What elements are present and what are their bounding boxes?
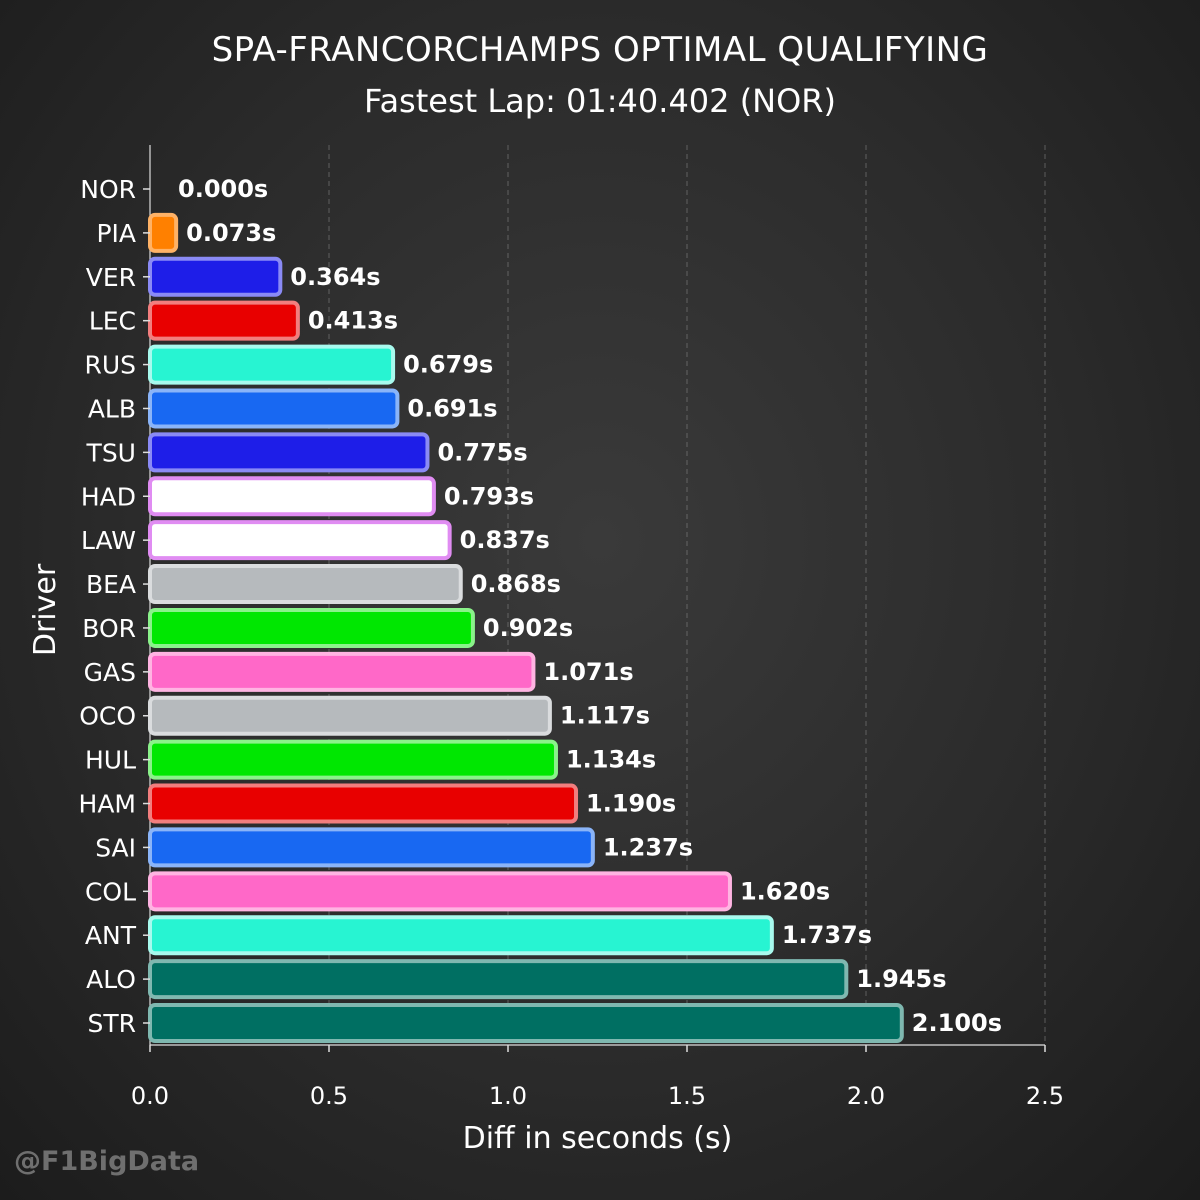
data-label: 0.793s (444, 482, 534, 510)
x-tick-label: 1.5 (668, 1082, 706, 1110)
bar (148, 344, 396, 385)
bar (148, 520, 452, 561)
data-label: 0.413s (308, 307, 398, 335)
x-tick-label: 2.5 (1026, 1082, 1064, 1110)
y-tick-label: COL (85, 877, 136, 906)
y-tick-label: OCO (79, 702, 136, 731)
bar (148, 476, 436, 517)
y-tick-label: GAS (84, 658, 136, 687)
y-tick-label: ANT (85, 921, 137, 950)
data-label: 0.837s (460, 526, 550, 554)
bar (148, 915, 774, 956)
x-tick-label: 1.0 (489, 1082, 527, 1110)
bar (148, 300, 300, 341)
data-label: 1.190s (586, 790, 676, 818)
data-label: 1.134s (566, 746, 656, 774)
bar (148, 651, 536, 692)
data-label: 0.000s (178, 175, 268, 203)
bar (148, 695, 552, 736)
y-tick-label: BEA (86, 570, 136, 599)
data-label: 1.620s (740, 877, 830, 905)
y-tick-label: NOR (80, 175, 136, 204)
bar (148, 871, 732, 912)
bar (148, 827, 595, 868)
data-label: 2.100s (912, 1009, 1002, 1037)
data-label: 1.071s (543, 658, 633, 686)
y-tick-label: ALO (86, 965, 136, 994)
y-tick-label: HUL (85, 746, 136, 775)
y-tick-label: BOR (82, 614, 136, 643)
bar (148, 256, 283, 297)
y-tick-label: STR (87, 1009, 136, 1038)
data-label: 1.237s (603, 833, 693, 861)
y-tick-label: LAW (81, 526, 136, 555)
watermark: @F1BigData (14, 1146, 200, 1177)
bar (148, 783, 579, 824)
bar (148, 212, 179, 253)
x-tick-label: 0.5 (310, 1082, 348, 1110)
data-label: 0.691s (407, 394, 497, 422)
bar (148, 607, 475, 648)
bar (148, 564, 463, 605)
y-tick-label: SAI (95, 833, 136, 862)
y-tick-label: ALB (88, 394, 136, 423)
data-label: 1.117s (560, 702, 650, 730)
data-label: 0.902s (483, 614, 573, 642)
y-tick-label: HAD (81, 482, 136, 511)
y-axis-label: Driver (28, 563, 63, 656)
bar (148, 432, 430, 473)
x-tick-label: 2.0 (847, 1082, 885, 1110)
data-label: 0.868s (471, 570, 561, 598)
bar (148, 388, 400, 429)
bar (148, 739, 558, 780)
bar (148, 1003, 904, 1043)
y-tick-label: RUS (84, 351, 136, 380)
x-axis-label: Diff in seconds (s) (463, 1121, 733, 1156)
bar (148, 959, 849, 1000)
chart-title: SPA-FRANCORCHAMPS OPTIMAL QUALIFYING (211, 30, 989, 70)
y-tick-label: VER (86, 263, 136, 292)
data-label: 0.073s (186, 219, 276, 247)
data-label: 0.364s (290, 263, 380, 291)
y-tick-label: TSU (86, 438, 136, 467)
data-label: 1.737s (782, 921, 872, 949)
y-tick-label: PIA (96, 219, 136, 248)
x-tick-label: 0.0 (131, 1082, 169, 1110)
y-tick-label: HAM (79, 790, 136, 819)
chart-subtitle: Fastest Lap: 01:40.402 (NOR) (363, 82, 837, 120)
y-tick-label: LEC (89, 307, 136, 336)
data-label: 0.679s (403, 351, 493, 379)
data-label: 0.775s (437, 438, 527, 466)
data-label: 1.945s (856, 965, 946, 993)
